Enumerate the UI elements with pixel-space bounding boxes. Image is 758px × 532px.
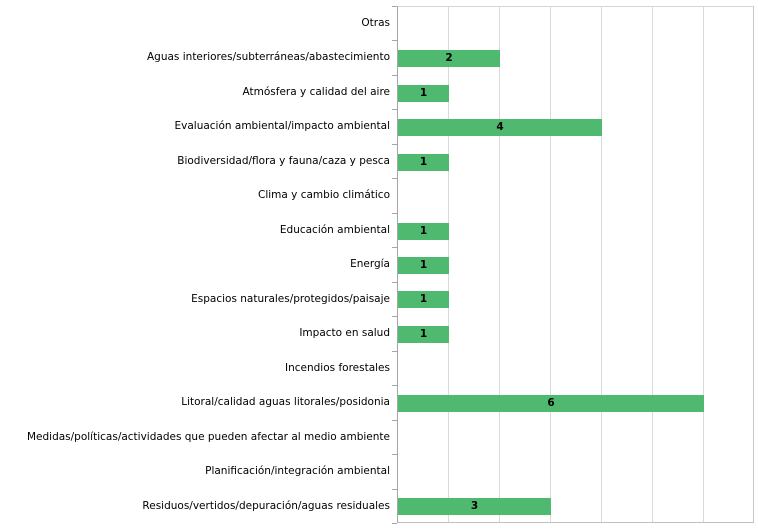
category-label: Biodiversidad/flora y fauna/caza y pesca <box>177 154 390 167</box>
axis-tick <box>392 489 397 490</box>
category-label: Energía <box>350 258 390 271</box>
axis-tick <box>392 523 397 524</box>
category-label: Educación ambiental <box>279 223 390 236</box>
bar-value-label: 3 <box>470 500 479 513</box>
gridline <box>499 7 500 522</box>
bar-value-label: 1 <box>419 155 428 168</box>
axis-tick <box>392 454 397 455</box>
category-label: Otras <box>361 17 390 29</box>
bar: 1 <box>398 153 449 171</box>
bar-value-label: 1 <box>419 293 428 306</box>
category-label: Evaluación ambiental/impacto ambiental <box>174 120 391 133</box>
category-label: Atmósfera y calidad del aire <box>242 85 390 98</box>
plot-area: 2 1 4 1 1 1 1 1 6 3 <box>397 6 754 523</box>
bar-value-label: 1 <box>419 327 428 340</box>
axis-tick <box>392 316 397 317</box>
bar: 3 <box>398 498 551 516</box>
gridline <box>601 7 602 522</box>
category-label: Litoral/calidad aguas litorales/posidoni… <box>181 396 390 409</box>
axis-tick <box>392 420 397 421</box>
axis-tick <box>392 213 397 214</box>
bar-value-label: 2 <box>445 52 453 65</box>
gridline <box>652 7 653 522</box>
axis-tick <box>392 40 397 41</box>
category-label: Clima y cambio climático <box>258 189 390 202</box>
category-label: Planificación/integración ambiental <box>205 465 390 478</box>
bar: 6 <box>398 394 704 412</box>
bar-value-label: 4 <box>496 121 504 134</box>
bar: 1 <box>398 222 449 240</box>
axis-tick <box>392 75 397 76</box>
axis-tick <box>392 282 397 283</box>
bar: 1 <box>398 291 449 309</box>
category-label: Espacios naturales/protegidos/paisaje <box>191 292 390 305</box>
category-label: Medidas/políticas/actividades que pueden… <box>26 430 390 443</box>
bar-value-label: 1 <box>419 86 428 99</box>
axis-tick <box>392 6 397 7</box>
axis-tick <box>392 178 397 179</box>
bar: 2 <box>398 50 500 68</box>
axis-tick <box>392 385 397 386</box>
bar: 1 <box>398 84 449 102</box>
category-label: Residuos/vertidos/depuración/aguas resid… <box>142 499 390 512</box>
axis-tick <box>392 351 397 352</box>
axis-tick <box>392 247 397 248</box>
bar-value-label: 1 <box>419 259 428 271</box>
axis-tick <box>392 109 397 110</box>
bar: 4 <box>398 119 602 137</box>
bar-value-label: 1 <box>419 224 428 237</box>
bar-series: 2 1 4 1 1 1 1 1 6 3 <box>398 7 753 522</box>
gridline <box>550 7 551 522</box>
axis-tick <box>392 144 397 145</box>
bar: 1 <box>398 325 449 343</box>
category-label: Impacto en salud <box>299 327 390 340</box>
category-label: Aguas interiores/subterráneas/abastecimi… <box>147 51 390 64</box>
bar: 1 <box>398 257 449 274</box>
bar-value-label: 6 <box>547 396 555 409</box>
gridline <box>703 7 704 522</box>
category-label: Incendios forestales <box>285 361 390 374</box>
